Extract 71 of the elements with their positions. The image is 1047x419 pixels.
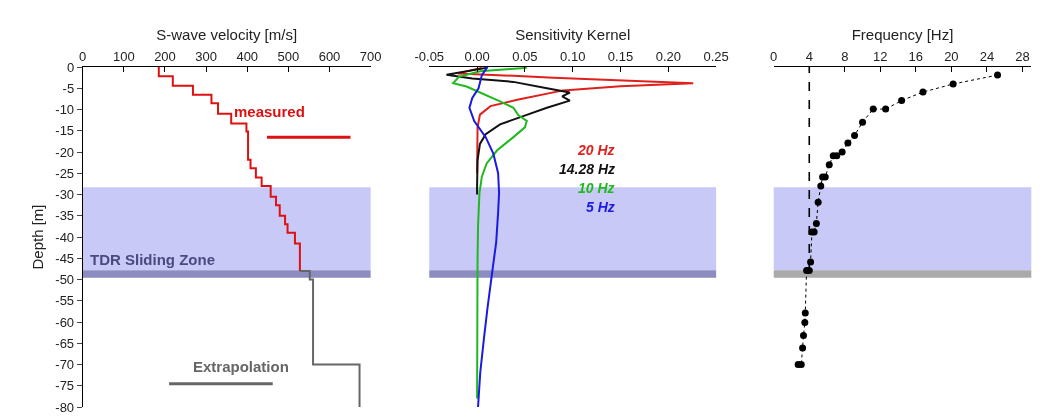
x-tick-label: 4	[805, 48, 813, 64]
y-tick-label: -15	[55, 123, 75, 139]
point	[825, 161, 833, 169]
x-tick-label: 28	[1015, 48, 1030, 64]
series-label: Extrapolation	[193, 358, 289, 375]
x-tick-label: 100	[112, 48, 135, 64]
y-tick-label: -35	[55, 208, 75, 224]
point	[851, 131, 859, 139]
point	[799, 344, 807, 352]
y-tick-label: -45	[55, 250, 75, 266]
x-tick-label: 24	[979, 48, 995, 64]
x-tick-label: 0.15	[607, 48, 634, 64]
x-tick-label: 0.00	[464, 48, 490, 64]
x-tick-label: 20	[944, 48, 959, 64]
point	[919, 88, 927, 96]
x-axis-title: S-wave velocity [m/s]	[156, 26, 298, 44]
point	[882, 105, 890, 113]
x-tick-label: 0	[770, 48, 778, 64]
y-tick-label: -40	[55, 229, 75, 245]
x-tick-label: 300	[195, 48, 217, 64]
x-axis-title: Sensitivity Kernel	[515, 26, 631, 44]
y-tick-label: -20	[55, 144, 75, 160]
point	[838, 148, 846, 156]
y-tick-label: -50	[55, 272, 75, 288]
point	[949, 80, 957, 88]
y-tick-label: -70	[55, 357, 75, 373]
text: 20 Hz	[577, 142, 615, 158]
point	[801, 318, 809, 326]
point	[859, 118, 867, 126]
x-tick-label: 16	[908, 48, 924, 64]
x-tick-label: 400	[236, 48, 259, 64]
point	[817, 182, 825, 190]
y-tick-label: -60	[55, 314, 75, 330]
y-tick-label: -30	[55, 187, 75, 203]
point	[898, 97, 906, 105]
x-tick-label: 0.20	[655, 48, 681, 64]
series-label: measured	[234, 103, 305, 120]
x-tick-label: 700	[359, 48, 382, 64]
point	[844, 139, 852, 147]
text: 5 Hz	[586, 199, 615, 215]
x-tick-label: 0.10	[560, 48, 586, 64]
point	[812, 219, 820, 227]
x-tick-label: 600	[318, 48, 341, 64]
y-axis-title: Depth [m]	[28, 204, 46, 270]
y-tick-label: -5	[62, 80, 75, 96]
text: 10 Hz	[578, 180, 615, 196]
x-tick-label: 12	[873, 48, 888, 64]
y-tick-label: -65	[55, 335, 75, 351]
y-tick-label: -75	[55, 378, 75, 394]
y-tick-label: 0	[66, 59, 75, 75]
point	[994, 71, 1002, 79]
point	[869, 105, 877, 113]
y-tick-label: -55	[55, 293, 75, 309]
x-tick-label: 0.25	[703, 48, 729, 64]
x-tick-label: 0	[79, 48, 87, 64]
point	[801, 309, 809, 317]
band-label: TDR Sliding Zone	[90, 251, 215, 268]
y-tick-label: -80	[55, 399, 75, 415]
y-tick-label: -10	[55, 102, 75, 118]
point	[799, 332, 807, 340]
x-tick-label: 200	[154, 48, 176, 64]
x-tick-label: 500	[277, 48, 300, 64]
x-tick-label: 8	[841, 48, 849, 64]
y-tick-label: -25	[55, 165, 75, 181]
point	[814, 198, 822, 206]
x-axis-title: Frequency [Hz]	[851, 26, 954, 44]
text: 14.28 Hz	[559, 161, 616, 177]
point	[829, 152, 837, 160]
x-tick-label: 0.05	[512, 48, 538, 64]
line-series	[298, 270, 361, 407]
x-tick-label: -0.05	[414, 48, 445, 64]
